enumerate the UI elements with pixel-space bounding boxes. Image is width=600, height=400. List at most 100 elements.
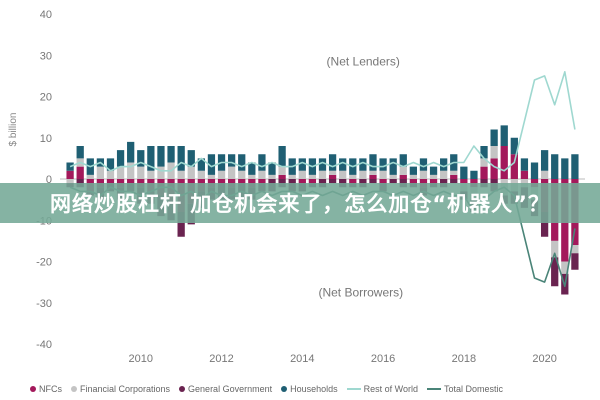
- bar-households: [278, 146, 286, 167]
- bar-financial-corporations: [450, 170, 458, 175]
- y-tick-label: 10: [40, 133, 52, 145]
- legend-label: General Government: [188, 384, 273, 394]
- bar-general-government: [177, 212, 185, 237]
- bar-households: [470, 170, 478, 179]
- bar-nfcs: [510, 154, 518, 179]
- bar-households: [157, 146, 165, 167]
- bar-financial-corporations: [288, 174, 296, 179]
- legend-item: General Government: [179, 384, 272, 394]
- bar-financial-corporations: [328, 170, 337, 175]
- bar-general-government: [571, 253, 579, 270]
- bar-financial-corporations: [551, 240, 559, 258]
- bar-financial-corporations: [86, 174, 94, 179]
- bar-households: [197, 158, 205, 171]
- bar-nfcs: [66, 170, 74, 179]
- bar-financial-corporations: [571, 245, 579, 254]
- legend-label: Households: [290, 384, 338, 394]
- legend-item: NFCs: [30, 384, 62, 394]
- bar-nfcs: [298, 179, 306, 184]
- title-banner: 网络炒股杠杆 加仓机会来了，怎么加仓“机器人”？: [0, 183, 600, 223]
- bar-households: [76, 146, 84, 159]
- bar-financial-corporations: [561, 261, 569, 274]
- bar-financial-corporations: [147, 170, 155, 179]
- bar-financial-corporations: [96, 166, 105, 179]
- bar-nfcs: [460, 179, 468, 184]
- bar-nfcs: [500, 146, 508, 179]
- bar-households: [409, 166, 417, 175]
- x-tick-label: 2014: [290, 353, 314, 365]
- bar-nfcs: [217, 179, 226, 184]
- bar-financial-corporations: [137, 166, 145, 179]
- chart-legend: NFCs Financial Corporations General Govern…: [30, 381, 590, 397]
- bar-nfcs: [328, 174, 337, 179]
- bar-financial-corporations: [116, 166, 125, 179]
- bar-financial-corporations: [419, 170, 428, 179]
- bar-general-government: [369, 179, 377, 184]
- legend-swatch: [426, 388, 441, 390]
- legend-item: Rest of World: [346, 384, 418, 394]
- bar-households: [137, 150, 145, 167]
- legend-item: Total Domestic: [426, 384, 503, 394]
- bar-households: [540, 150, 549, 171]
- annotation-net-lenders: (Net Lenders): [327, 55, 400, 69]
- bar-households: [480, 146, 488, 159]
- bar-financial-corporations: [359, 170, 367, 179]
- bar-financial-corporations: [187, 166, 195, 179]
- bar-households: [440, 158, 448, 171]
- bar-households: [187, 150, 195, 167]
- y-tick-label: 0: [46, 174, 52, 186]
- bar-households: [167, 146, 175, 163]
- bar-financial-corporations: [127, 162, 135, 179]
- bar-households: [520, 158, 529, 171]
- bar-financial-corporations: [228, 166, 236, 179]
- bar-nfcs: [76, 166, 84, 179]
- bar-households: [328, 154, 337, 171]
- bar-financial-corporations: [490, 146, 498, 159]
- bar-financial-corporations: [389, 174, 397, 179]
- bar-households: [530, 162, 539, 179]
- bar-financial-corporations: [197, 170, 205, 179]
- bar-households: [359, 158, 367, 171]
- bar-financial-corporations: [339, 170, 347, 179]
- legend-swatch: [71, 386, 77, 392]
- bar-nfcs: [238, 179, 246, 184]
- bar-nfcs: [399, 174, 407, 179]
- bar-nfcs: [369, 174, 377, 179]
- bar-financial-corporations: [207, 174, 216, 179]
- y-tick-label: -20: [36, 257, 52, 269]
- legend-swatch: [281, 386, 288, 392]
- bar-households: [268, 162, 276, 175]
- bar-households: [419, 158, 428, 171]
- bar-households: [510, 137, 518, 155]
- x-tick-label: 2016: [371, 353, 395, 365]
- bar-financial-corporations: [66, 179, 74, 184]
- bar-financial-corporations: [238, 170, 246, 179]
- bar-general-government: [540, 212, 549, 237]
- bar-households: [207, 154, 216, 175]
- bar-households: [116, 150, 125, 167]
- bar-nfcs: [258, 179, 266, 184]
- bar-financial-corporations: [217, 170, 226, 179]
- bar-nfcs: [490, 158, 498, 179]
- bar-households: [66, 162, 74, 171]
- bar-households: [500, 125, 508, 146]
- x-tick-label: 2020: [532, 353, 556, 365]
- bar-nfcs: [450, 174, 458, 179]
- bar-households: [389, 158, 397, 175]
- y-tick-label: 20: [40, 92, 52, 104]
- bar-financial-corporations: [480, 158, 488, 167]
- bar-financial-corporations: [177, 170, 185, 179]
- bar-households: [248, 162, 256, 175]
- bar-households: [399, 154, 407, 167]
- bar-households: [369, 154, 377, 171]
- bar-financial-corporations: [157, 166, 165, 179]
- bar-financial-corporations: [349, 174, 357, 179]
- legend-swatch: [30, 386, 36, 392]
- bar-financial-corporations: [318, 170, 327, 179]
- bar-general-government: [389, 179, 397, 184]
- bar-households: [238, 154, 246, 171]
- bar-nfcs: [127, 179, 135, 184]
- bar-households: [298, 158, 306, 171]
- bar-households: [228, 154, 236, 167]
- bar-households: [127, 141, 135, 163]
